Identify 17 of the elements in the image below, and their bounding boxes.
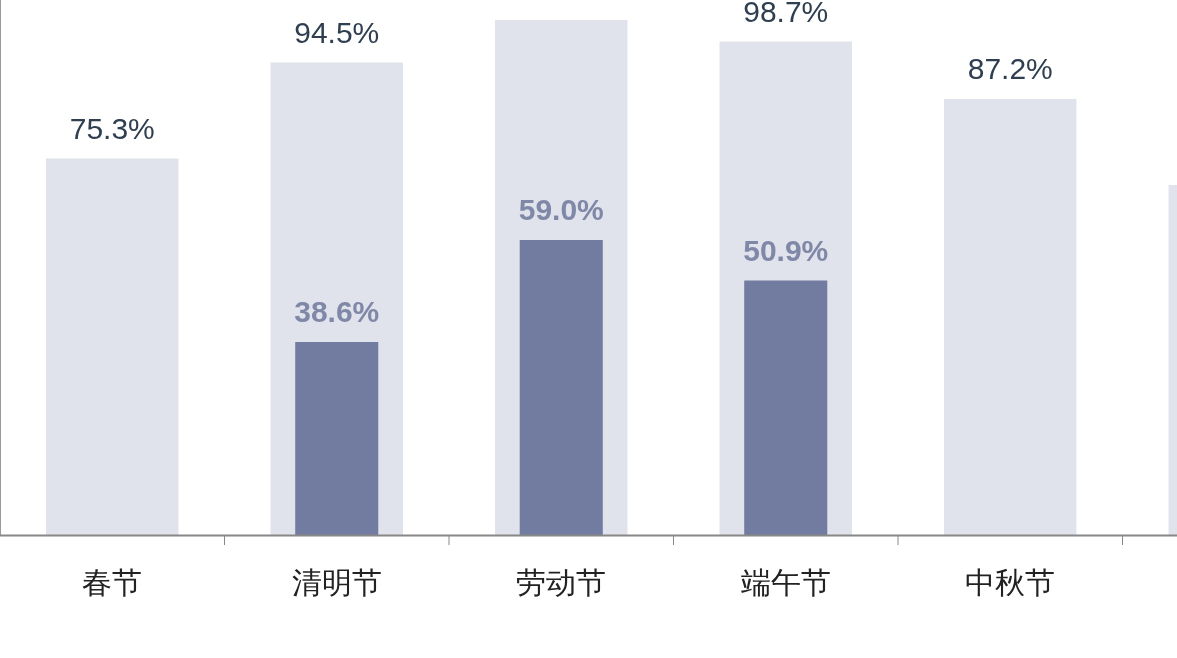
- x-tick-label: 春节: [82, 565, 143, 600]
- x-tick-label: 清明节: [291, 565, 382, 600]
- x-tick-label: 端午节: [740, 565, 831, 600]
- bar: [744, 280, 828, 535]
- x-tick-label: 中秋节: [965, 565, 1056, 600]
- data-label: 75.3%: [69, 111, 155, 145]
- bar: [944, 99, 1077, 535]
- data-label: 50.9%: [743, 233, 829, 267]
- data-label: 38.6%: [294, 295, 380, 328]
- data-label: 87.2%: [967, 52, 1053, 85]
- bar: [519, 240, 603, 535]
- x-tick-label: 劳动节: [516, 565, 607, 600]
- data-label: 94.5%: [294, 15, 380, 49]
- data-label: 98.7%: [743, 0, 829, 28]
- bar: [295, 342, 379, 535]
- data-label: 59.0%: [518, 193, 604, 226]
- bar: [46, 158, 179, 535]
